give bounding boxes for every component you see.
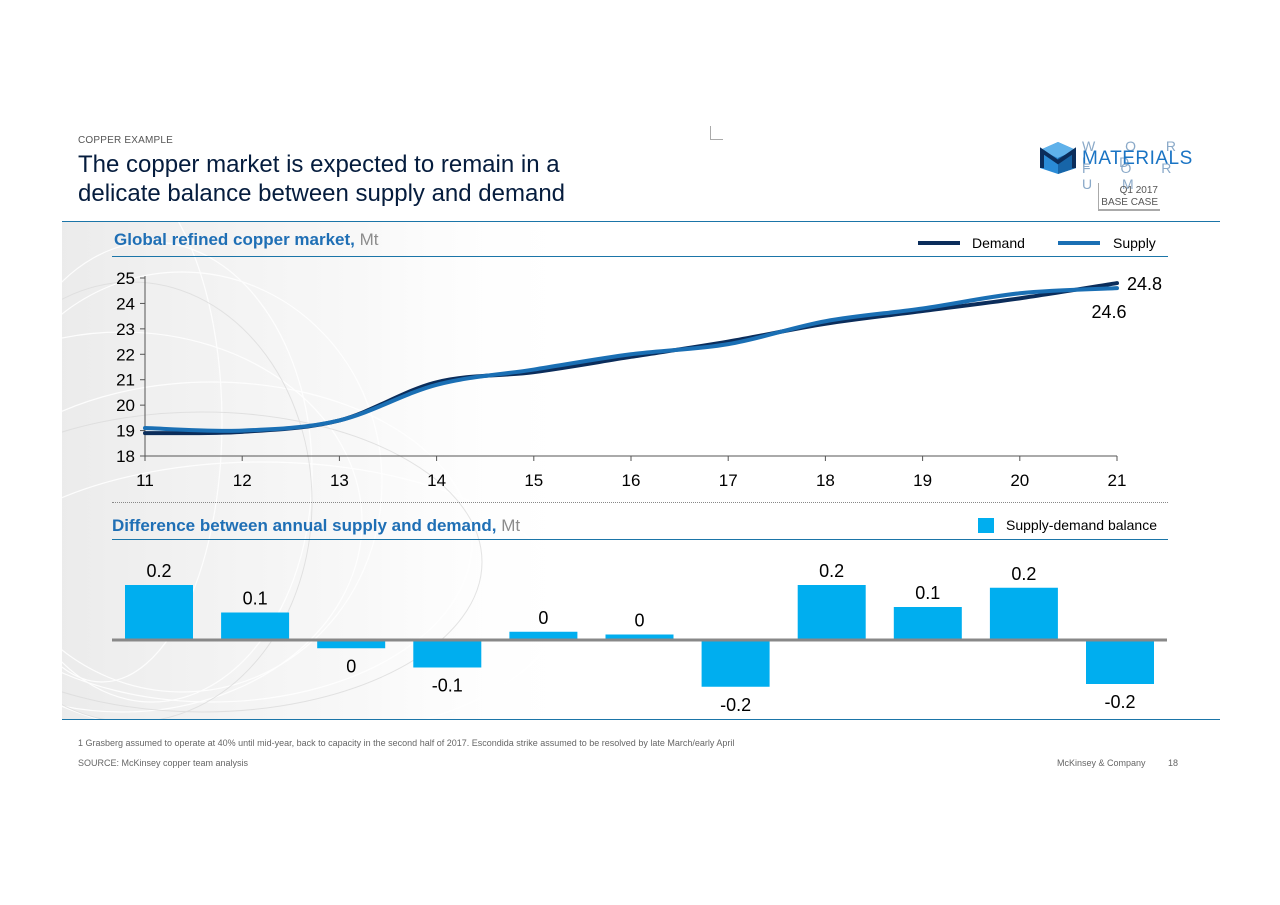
bar-value-label: 0.1 xyxy=(243,589,268,609)
line-chart-rule xyxy=(112,256,1168,257)
bar-value-label: 0 xyxy=(634,611,644,631)
bar xyxy=(1086,640,1154,684)
legend-demand-label: Demand xyxy=(972,235,1025,251)
bar xyxy=(317,640,386,649)
section-separator xyxy=(112,502,1168,503)
bar xyxy=(221,612,290,640)
legend-supply-label: Supply xyxy=(1113,235,1156,251)
bar-chart-title-text: Difference between annual supply and dem… xyxy=(112,516,497,535)
x-tick-label: 20 xyxy=(1010,471,1029,490)
x-tick-label: 21 xyxy=(1108,471,1127,490)
bar-chart: 0.2 0.1 0 -0.1 0 0 -0.2 0.2 0.1 0.2 -0.2 xyxy=(112,561,1167,715)
footnote: 1 Grasberg assumed to operate at 40% unt… xyxy=(78,738,735,748)
x-tick-label: 11 xyxy=(136,471,154,490)
badge-date: Q1 2017 xyxy=(1119,185,1158,196)
x-tick-label: 12 xyxy=(233,471,252,490)
world-materials-forum-logo: W O R L D MATERIALS F O R U M xyxy=(1038,138,1208,192)
legend-demand: Demand xyxy=(918,235,1025,251)
y-tick-label: 22 xyxy=(116,345,135,364)
legend-balance-swatch xyxy=(978,517,994,533)
y-tick-label: 19 xyxy=(116,422,135,441)
brand-name: McKinsey & Company xyxy=(1057,758,1146,768)
bar xyxy=(509,631,578,640)
y-tick-label: 21 xyxy=(116,371,135,390)
logo-word-materials: MATERIALS xyxy=(1082,148,1193,169)
line-chart-title: Global refined copper market, Mt xyxy=(114,230,379,250)
bar xyxy=(605,634,674,640)
end-label-supply: 24.6 xyxy=(1091,302,1126,322)
line-chart-unit: Mt xyxy=(359,230,379,249)
corner-mark xyxy=(710,126,723,140)
x-tick-label: 16 xyxy=(622,471,641,490)
legend-balance: Supply-demand balance xyxy=(978,517,1157,533)
title-line-1: The copper market is expected to remain … xyxy=(78,151,560,178)
bar xyxy=(989,587,1058,640)
kicker-label: COPPER EXAMPLE xyxy=(78,135,174,146)
x-tick-label: 17 xyxy=(719,471,738,490)
y-tick-label: 18 xyxy=(116,447,135,466)
bar xyxy=(797,585,866,640)
legend-supply: Supply xyxy=(1058,235,1156,251)
bar xyxy=(701,640,770,687)
line-chart-title-text: Global refined copper market, xyxy=(114,230,355,249)
series-line-supply xyxy=(143,286,1119,433)
bar xyxy=(125,585,193,640)
legend-balance-label: Supply-demand balance xyxy=(1006,517,1157,533)
bar xyxy=(893,607,962,640)
bar-value-label: 0 xyxy=(346,656,356,676)
bar-value-label: -0.1 xyxy=(432,676,463,696)
line-chart: 18 19 20 21 22 23 24 25 11 12 13 14 15 16 17 18 19 20 21 24… xyxy=(116,269,1162,490)
source-note: SOURCE: McKinsey copper team analysis xyxy=(78,758,249,768)
bar-chart-rule xyxy=(112,539,1168,540)
bar-value-label: 0.1 xyxy=(915,583,940,603)
x-tick-label: 15 xyxy=(524,471,543,490)
badge-case: BASE CASE xyxy=(1101,197,1158,208)
title-line-2: delicate balance between supply and dema… xyxy=(78,180,566,207)
bar-value-label: 0.2 xyxy=(819,561,844,581)
bar-value-label: 0.2 xyxy=(1011,564,1036,584)
bar-value-label: -0.2 xyxy=(1104,692,1135,712)
bar xyxy=(413,640,482,668)
bar-chart-unit: Mt xyxy=(501,516,521,535)
page-number: 18 xyxy=(1168,758,1179,768)
logo-word-forum: F O R U M xyxy=(1082,160,1185,192)
bar-value-label: -0.2 xyxy=(720,695,751,715)
logo-word-world: W O R L D xyxy=(1082,138,1189,170)
legend-supply-swatch xyxy=(1058,241,1100,245)
bar-value-label: 0.2 xyxy=(146,561,171,581)
y-tick-label: 20 xyxy=(116,396,135,415)
scenario-badge: Q1 2017 BASE CASE xyxy=(1098,183,1160,211)
footer-rule xyxy=(62,719,1220,720)
header-rule xyxy=(62,221,1220,222)
legend-demand-swatch xyxy=(918,241,960,245)
x-tick-label: 14 xyxy=(427,471,446,490)
y-tick-label: 25 xyxy=(116,269,135,288)
bar-value-label: 0 xyxy=(538,608,548,628)
y-tick-label: 23 xyxy=(116,320,135,339)
x-tick-label: 19 xyxy=(913,471,932,490)
x-tick-label: 18 xyxy=(816,471,835,490)
page-title: The copper market is expected to remain … xyxy=(78,150,698,208)
x-tick-label: 13 xyxy=(330,471,349,490)
end-label-demand: 24.8 xyxy=(1127,274,1162,294)
cube-logo-icon xyxy=(1040,142,1076,174)
y-tick-label: 24 xyxy=(116,294,135,313)
bar-chart-title: Difference between annual supply and dem… xyxy=(112,516,520,536)
series-line-demand xyxy=(143,281,1119,436)
